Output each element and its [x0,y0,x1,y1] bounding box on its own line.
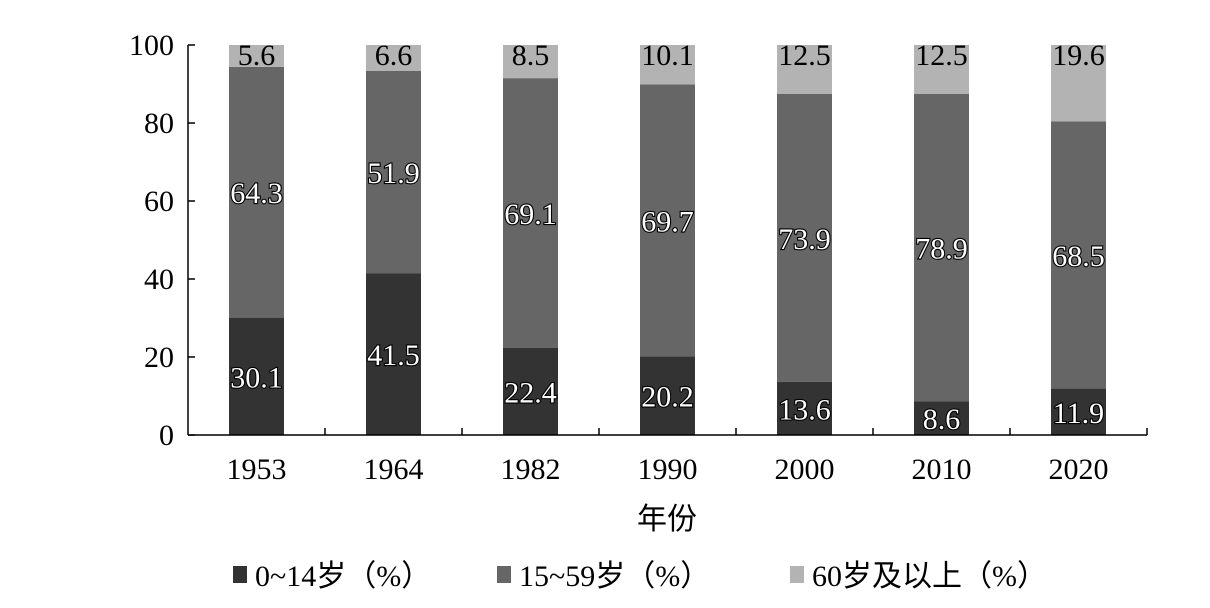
y-tick-label: 0 [159,419,174,452]
bar-segment [777,45,832,94]
legend: 0~14岁（%） 15~59岁（%） 60岁及以上（%） [233,560,1047,593]
legend-swatch [233,566,247,583]
data-label: 10.1 [641,39,694,72]
x-tick-label: 1982 [501,453,561,486]
x-tick-label: 1964 [364,453,424,486]
legend-swatch [497,566,511,583]
data-label: 19.6 [1052,39,1105,72]
bar-segment [777,93,832,382]
bar-segment [914,93,969,402]
x-tick-label: 1990 [638,453,698,486]
x-axis-title: 年份 [637,503,697,536]
bar-segment [366,45,421,71]
y-tick-label: 20 [144,341,174,374]
data-label: 51.9 [367,157,420,190]
data-label: 12.5 [915,39,968,72]
y-tick-label: 60 [144,185,174,218]
legend-item: 15~59岁（%） [497,560,710,593]
data-label: 30.1 [230,361,283,394]
data-label: 12.5 [778,39,831,72]
bar-segment [229,317,284,435]
data-labels-layer: 30.1 64.3 5.6 41.5 51.9 6.6 22.4 69.1 8.5 20.2 69.… [229,39,1106,437]
bar-segment [777,381,832,435]
data-label: 64.3 [230,177,283,210]
x-tick-label: 2000 [775,453,835,486]
data-label: 69.1 [504,198,557,231]
data-label: 6.6 [375,39,413,72]
bar-segment [503,45,558,79]
bar-segment [366,70,421,274]
legend-label: 0~14岁（%） [255,560,431,593]
y-tick-label: 80 [144,107,174,140]
x-tick-label: 2020 [1049,453,1109,486]
bar-segment [1051,121,1106,389]
data-label: 8.6 [923,403,961,436]
bar-segment [229,45,284,67]
data-label: 69.7 [641,205,694,238]
bar-segment [640,45,695,85]
data-label: 22.4 [504,376,557,409]
x-tick-label: 1953 [227,453,287,486]
data-label: 68.5 [1052,240,1105,273]
data-label: 41.5 [367,339,420,372]
legend-label: 60岁及以上（%） [812,560,1047,593]
bar-segment [640,84,695,357]
data-label: 20.2 [641,381,694,414]
bars-layer [229,45,1106,435]
data-label: 11.9 [1053,397,1104,430]
data-label: 78.9 [915,233,968,266]
legend-label: 15~59岁（%） [519,560,710,593]
bar-segment [1051,388,1106,435]
bar-segment [229,66,284,318]
data-label: 8.5 [512,39,550,72]
bar-segment [503,347,558,435]
legend-item: 0~14岁（%） [233,560,431,593]
y-tick-label: 40 [144,263,174,296]
x-tick-label: 2010 [912,453,972,486]
bar-segment [914,45,969,94]
axes-layer: 1953 1964 1982 1990 2000 2010 2020 0 20 40 60 80 100 [129,29,1148,486]
bar-segment [914,401,969,435]
y-tick-label: 100 [129,29,174,62]
data-label: 73.9 [778,223,831,256]
bar-segment [503,78,558,348]
legend-item: 60岁及以上（%） [790,560,1047,593]
bar-segment [366,273,421,435]
legend-swatch [790,566,804,583]
bar-segment [640,356,695,435]
data-label: 5.6 [238,39,276,72]
bar-segment [1051,45,1106,122]
data-label: 13.6 [778,393,831,426]
